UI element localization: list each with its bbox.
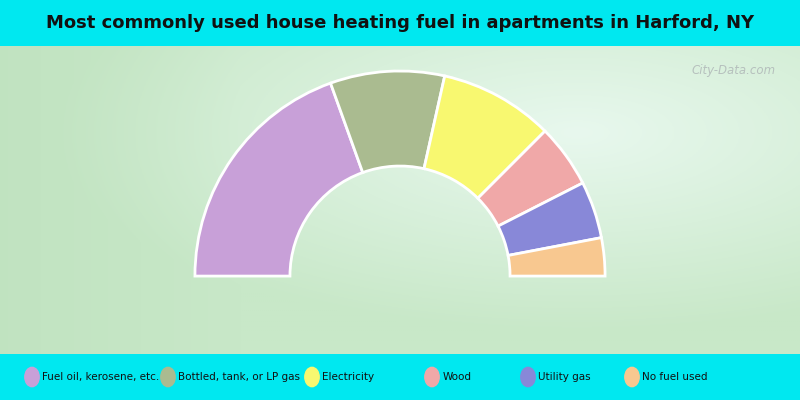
Wedge shape (330, 71, 445, 172)
Wedge shape (508, 238, 605, 276)
Ellipse shape (25, 367, 39, 387)
Wedge shape (424, 76, 545, 198)
Ellipse shape (625, 367, 639, 387)
Text: Bottled, tank, or LP gas: Bottled, tank, or LP gas (178, 372, 301, 382)
Text: Most commonly used house heating fuel in apartments in Harford, NY: Most commonly used house heating fuel in… (46, 14, 754, 32)
Ellipse shape (425, 367, 439, 387)
Ellipse shape (521, 367, 535, 387)
Text: City-Data.com: City-Data.com (692, 64, 776, 78)
Wedge shape (478, 131, 582, 226)
Ellipse shape (161, 367, 175, 387)
Wedge shape (498, 183, 602, 256)
Text: No fuel used: No fuel used (642, 372, 708, 382)
Ellipse shape (305, 367, 319, 387)
Wedge shape (195, 83, 362, 276)
Text: Electricity: Electricity (322, 372, 374, 382)
Text: Utility gas: Utility gas (538, 372, 591, 382)
Text: Fuel oil, kerosene, etc.: Fuel oil, kerosene, etc. (42, 372, 160, 382)
Text: Wood: Wood (442, 372, 471, 382)
